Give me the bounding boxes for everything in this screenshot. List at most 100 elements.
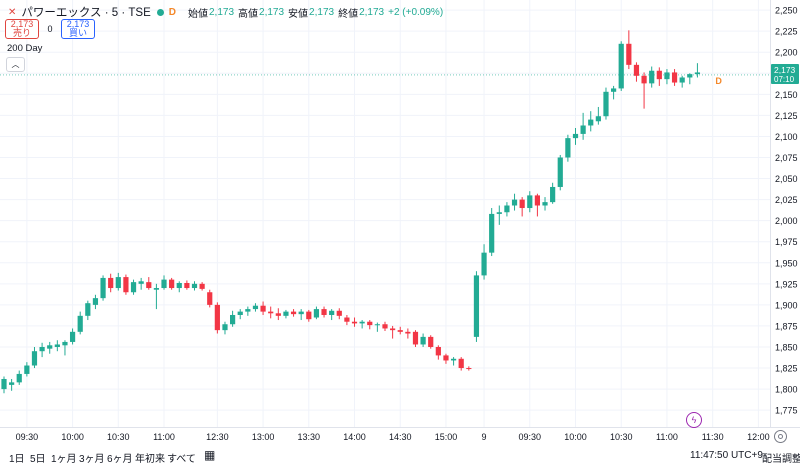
candle-body (412, 331, 419, 345)
candle-body (207, 292, 213, 305)
candle-body (39, 346, 45, 352)
y-tick-label: 1,775 (775, 406, 798, 416)
candle-body (542, 202, 548, 206)
y-tick-label: 2,200 (775, 48, 798, 58)
x-tick-label: 09:30 (519, 432, 542, 442)
gear-icon[interactable] (774, 430, 787, 443)
candle-body (321, 309, 327, 315)
sell-button[interactable]: 2,173 売り (5, 19, 39, 39)
candle-body (626, 43, 632, 65)
collapse-indicators-button[interactable]: ︿ (6, 57, 25, 72)
y-tick-label: 2,100 (775, 132, 798, 142)
symbol-title[interactable]: パワーエックス · 5 · TSE (21, 7, 151, 19)
candle-body (260, 305, 266, 312)
candle-body (313, 309, 320, 318)
candle-body (169, 279, 175, 289)
candle-body (671, 72, 678, 83)
range-all[interactable]: すべて (167, 454, 196, 465)
y-tick-label: 2,225 (775, 27, 798, 37)
candle-body (62, 341, 68, 346)
range-3m[interactable]: 3ヶ月 (79, 454, 105, 465)
candle-body (557, 157, 563, 187)
candle-body (595, 116, 601, 122)
x-tick-label: 10:30 (610, 432, 633, 442)
close-value: 2,173 (359, 6, 385, 18)
bottom-toolbar: 1日 5日 1ヶ月 3ヶ月 6ヶ月 年初来 すべて ▦ 11:47:50 UTC… (0, 447, 800, 465)
x-tick-label: 12:30 (206, 432, 229, 442)
y-tick-label: 1,800 (775, 385, 798, 395)
close-label: 終値 (338, 8, 359, 20)
candle-body (527, 195, 533, 209)
lightning-icon[interactable]: ϟ (686, 412, 702, 428)
candle-body (153, 288, 159, 290)
candle-body (222, 324, 228, 331)
candle-body (633, 64, 640, 76)
candle-body (450, 358, 457, 361)
y-tick-label: 1,875 (775, 321, 798, 331)
candle-body (123, 277, 129, 293)
candle-body (115, 277, 121, 289)
candle-body (138, 281, 144, 284)
x-tick-label: 11:00 (153, 432, 175, 442)
candle-body (382, 324, 388, 329)
market-status-label: D (168, 6, 176, 18)
candle-body (572, 133, 579, 139)
range-5d[interactable]: 5日 (30, 454, 46, 465)
open-value: 2,173 (208, 6, 235, 18)
candle-body (199, 283, 205, 289)
candle-body (466, 368, 472, 370)
candle-body (534, 195, 540, 206)
candle-body (390, 328, 396, 331)
candle-body (519, 199, 525, 209)
candle-body (565, 138, 571, 158)
dividend-adjust-toggle[interactable]: 配当調整 (762, 454, 800, 465)
candle-body (496, 212, 502, 214)
candle-body (191, 283, 198, 289)
range-6m[interactable]: 6ヶ月 (107, 454, 133, 465)
range-ytd[interactable]: 年初来 (135, 454, 165, 465)
high-label: 高値 (238, 8, 259, 20)
candle-body (130, 282, 137, 293)
candle-body (31, 351, 38, 366)
buy-button[interactable]: 2,173 買い (61, 19, 95, 39)
buy-label: 買い (68, 28, 87, 38)
y-tick-label: 1,950 (775, 258, 798, 268)
candle-body (77, 315, 83, 332)
candle-body (351, 321, 358, 324)
candle-body (473, 275, 480, 337)
candle-body (481, 252, 487, 276)
y-tick-label: 2,125 (775, 111, 798, 121)
candle-body (458, 358, 464, 369)
y-tick-label: 2,075 (775, 153, 798, 163)
candle-body (374, 324, 380, 326)
range-1m[interactable]: 1ヶ月 (51, 454, 77, 465)
candle-body (664, 72, 670, 80)
close-icon[interactable]: ✕ (8, 6, 17, 18)
candle-body (9, 382, 15, 385)
candle-body (420, 336, 426, 345)
x-tick-label: 13:00 (252, 432, 275, 442)
y-tick-label: 2,025 (775, 195, 798, 205)
y-tick-label: 2,050 (775, 174, 798, 184)
candle-body (85, 303, 91, 316)
open-label: 始値 (187, 8, 208, 20)
chevron-up-icon: ︿ (11, 60, 20, 69)
range-1d[interactable]: 1日 (9, 454, 25, 465)
x-tick-label: 12:00 (747, 432, 770, 442)
candle-body (252, 305, 259, 310)
high-value: 2,173 (259, 6, 285, 18)
candle-body (336, 310, 342, 316)
x-tick-label: 14:30 (389, 432, 412, 442)
candle-body (656, 70, 662, 80)
candle-body (329, 310, 335, 315)
candle-body (298, 311, 304, 315)
calendar-icon[interactable]: ▦ (204, 448, 216, 462)
x-tick-label: 11:30 (702, 432, 724, 442)
candle-body (611, 88, 617, 92)
candle-body (687, 74, 693, 78)
price-chart[interactable]: 1,775 1,800 1,825 1,850 1,875 1,900 1,925 1,950… (0, 0, 800, 447)
clock-time[interactable]: 11:47:50 UTC+9 (690, 450, 763, 461)
candle-body (161, 279, 167, 289)
indicator-label[interactable]: 200 Day (7, 43, 43, 54)
price-label-countdown: 07:10 (774, 75, 795, 84)
